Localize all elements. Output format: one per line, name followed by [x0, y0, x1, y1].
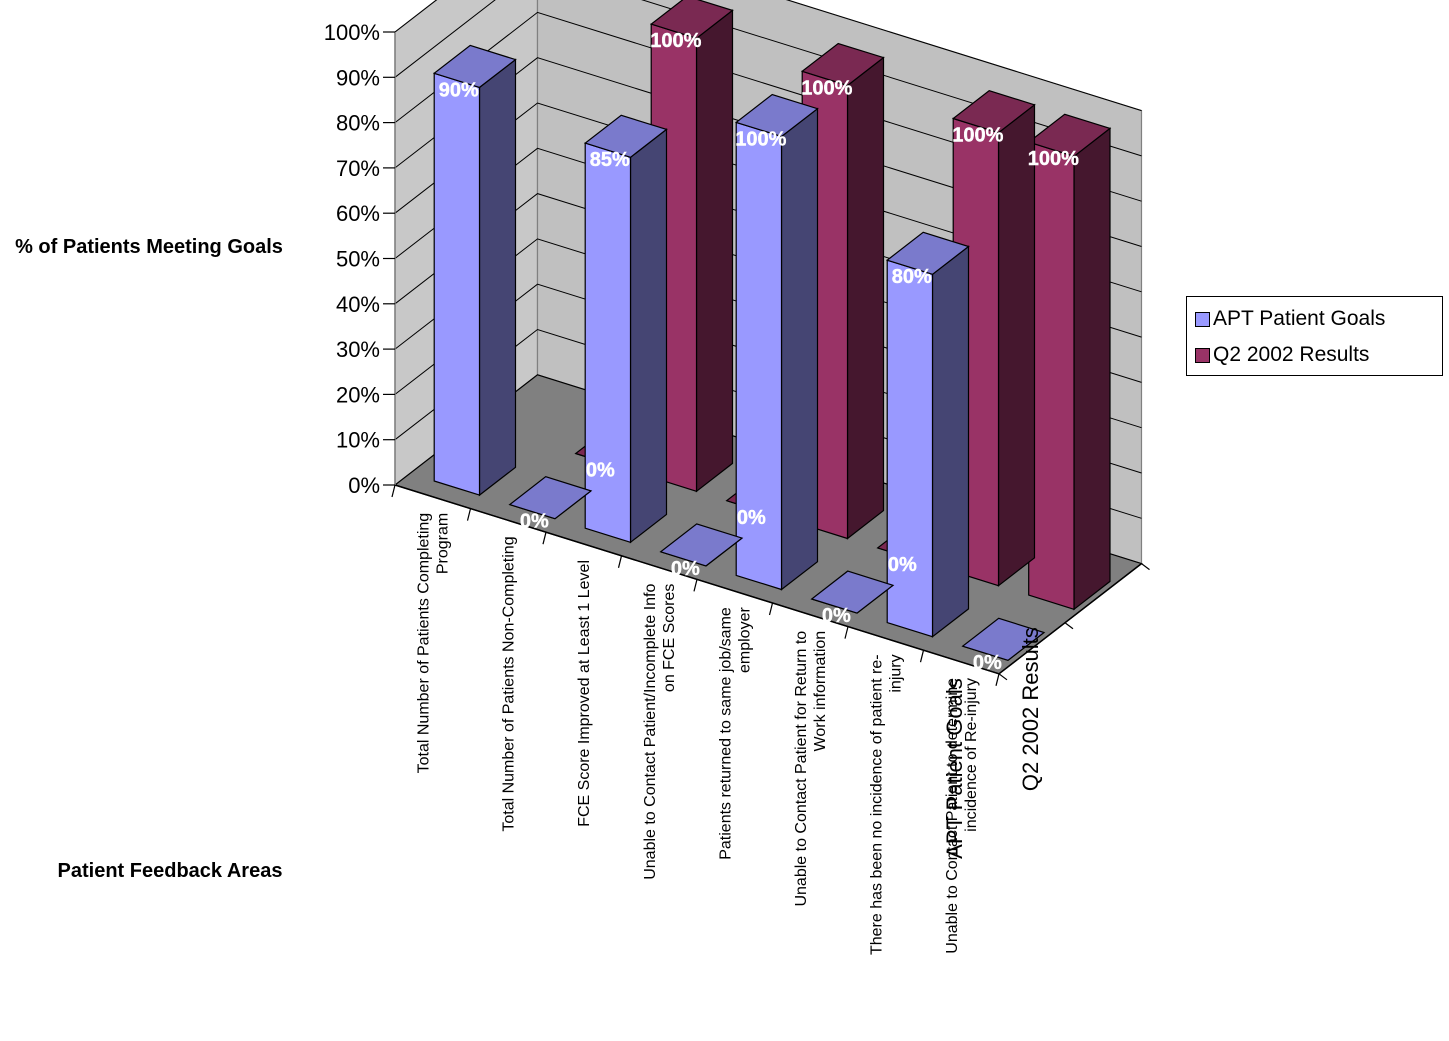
bar-q2-results-7 [1027, 113, 1112, 611]
data-label: 0% [888, 554, 917, 576]
data-label: 100% [801, 77, 852, 99]
data-label: 100% [735, 128, 786, 150]
series-tick-mark [998, 673, 1008, 681]
x-category-label: FCE Score Improved at Least 1 Level [576, 560, 593, 827]
bar-apt-goals-5 [810, 570, 895, 614]
x-tick-mark [466, 508, 472, 521]
y-tick-label: 70% [336, 156, 380, 181]
y-tick-label: 90% [336, 65, 380, 90]
data-label: 100% [650, 30, 701, 52]
x-category-label: Total Number of Patients Completing Progr… [415, 513, 451, 774]
x-axis-title: Patient Feedback Areas [57, 860, 283, 882]
y-tick-label: 60% [336, 201, 380, 226]
legend-swatch-q2-results [1195, 347, 1210, 363]
y-axis-title: % of Patients Meeting Goals [15, 236, 283, 258]
data-label: 0% [586, 460, 615, 482]
y-tick-label: 30% [336, 337, 380, 362]
gridline [394, 0, 1142, 112]
legend: APT Patient Goals Q2 2002 Results [1186, 296, 1443, 376]
x-tick-mark [844, 626, 849, 639]
legend-item-apt-goals: APT Patient Goals [1195, 307, 1385, 331]
x-tick-mark [919, 650, 925, 663]
x-tick-mark [391, 484, 396, 498]
series-tick-mark [1064, 622, 1074, 630]
data-label: 0% [671, 558, 700, 580]
y-tick-label: 100% [324, 20, 380, 45]
bar-apt-goals-4 [734, 93, 819, 591]
legend-item-q2-results: Q2 2002 Results [1195, 343, 1369, 367]
series-axis-line [998, 563, 1142, 675]
x-tick-mark [995, 673, 1000, 686]
data-label: 0% [520, 511, 549, 533]
series-axis-labels: APT Patient Goals Q2 2002 Results [942, 563, 1150, 859]
y-tick-label: 40% [336, 292, 380, 317]
x-tick-mark [617, 555, 623, 568]
data-label: 0% [973, 652, 1002, 674]
legend-swatch-apt-goals [1195, 311, 1210, 327]
data-label: 90% [439, 79, 479, 101]
data-label: 80% [892, 266, 932, 288]
legend-label-apt-goals: APT Patient Goals [1213, 307, 1386, 330]
data-label: 100% [1028, 148, 1079, 170]
y-tick-label: 0% [348, 473, 380, 498]
bar-q2-results-2 [649, 0, 734, 493]
y-tick-label: 20% [336, 382, 380, 407]
data-label: 100% [952, 125, 1003, 147]
x-tick-mark [693, 579, 698, 592]
data-label: 85% [590, 149, 630, 171]
series-tick-mark [1141, 563, 1150, 571]
x-category-label: Unable to Contact Patient/Incomplete Inf… [642, 584, 678, 880]
x-category-label: Unable to Contact Patient to determine in… [944, 678, 980, 954]
x-category-label: There has been no incidence of patient r… [868, 654, 904, 955]
bar-apt-goals-2 [583, 114, 668, 544]
data-label: 0% [822, 605, 851, 627]
bar-apt-goals-3 [659, 523, 744, 567]
series-axis-label: APT Patient Goals [942, 678, 967, 859]
bar-apt-goals-0 [432, 44, 517, 497]
x-tick-mark [768, 602, 774, 616]
y-tick-label: 50% [336, 247, 380, 272]
gridline [394, 0, 1142, 157]
x-category-label: Total Number of Patients Non-Completing [500, 536, 517, 831]
bar-apt-goals-7 [961, 617, 1046, 661]
y-tick-label: 80% [336, 111, 380, 136]
bar-apt-goals-1 [508, 476, 593, 520]
series-axis-label: Q2 2002 Results [1018, 627, 1043, 791]
x-axis-categories: Total Number of Patients Completing Progr… [415, 513, 980, 955]
data-label: 0% [737, 507, 766, 529]
y-tick-label: 10% [336, 428, 380, 453]
legend-label-q2-results: Q2 2002 Results [1213, 343, 1370, 366]
bars [432, 0, 1112, 661]
x-category-label: Patients returned to same job/same employ… [717, 607, 753, 860]
x-tick-mark [542, 532, 547, 545]
y-axis-ticks: 0% 10% 20% 30% 40% 50% 60% 70% 80% 90% 100% [324, 20, 395, 498]
x-category-label: Unable to Contact Patient for Return to W… [793, 631, 829, 907]
data-labels: 100% 100% 0% 100% 0% 100% 0% 0% 80% 0% 100% 0% 85% 0%… [439, 30, 1080, 674]
bar-apt-goals-6 [885, 231, 970, 638]
